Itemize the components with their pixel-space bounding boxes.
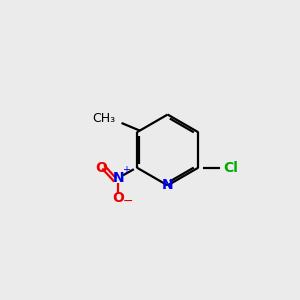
Text: −: −	[123, 195, 134, 208]
Text: N: N	[112, 172, 124, 185]
Text: O: O	[95, 161, 107, 176]
Text: CH₃: CH₃	[92, 112, 116, 125]
Text: +: +	[122, 165, 130, 175]
Text: O: O	[112, 191, 124, 206]
Text: Cl: Cl	[223, 161, 238, 175]
Text: N: N	[162, 178, 173, 192]
